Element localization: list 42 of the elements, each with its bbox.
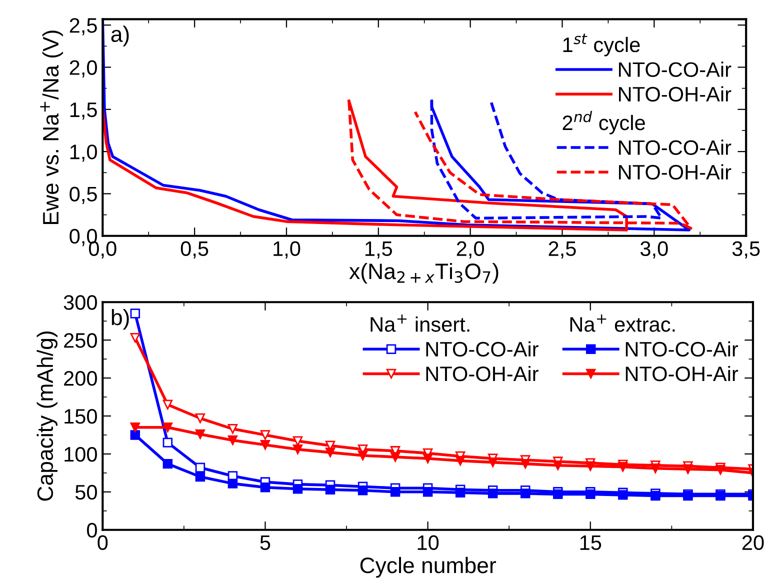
x-axis-title: x(Na$_{2+x}$Ti$_{3}$O$_{7}$) — [349, 262, 498, 284]
x-tick-label: 0,5 — [180, 241, 208, 259]
annotation: b) — [112, 308, 129, 330]
y-tick-label: 1,5 — [70, 102, 97, 120]
y-tick-label: 0 — [87, 522, 97, 538]
y-tick-label: 2,5 — [70, 18, 97, 36]
x-tick-label: 10 — [418, 535, 439, 550]
legend-label: NTO-OH-Air — [626, 366, 738, 382]
y-tick-label: 2,0 — [70, 60, 97, 78]
annotation: a) — [111, 26, 129, 46]
x-tick-label: 3,0 — [640, 241, 668, 259]
annotation: Na$^{+}$ insert. — [370, 314, 470, 332]
x-tick-label: 2,0 — [456, 241, 484, 259]
x-tick-label: 5 — [260, 536, 270, 550]
y-axis-title: Capacity (mAh/g) — [36, 332, 58, 501]
y-tick-label: 300 — [64, 295, 97, 310]
annotation: 1$^{st}$ cycle — [563, 34, 640, 56]
y-tick-label: 150 — [64, 408, 97, 424]
legend-label: NTO-CO-Air — [619, 62, 732, 77]
x-tick-label: 3,5 — [732, 241, 760, 259]
x-tick-label: 2,5 — [548, 241, 576, 259]
legend-label: NTO-CO-Air — [426, 341, 538, 357]
x-tick-label: 20 — [742, 535, 764, 550]
x-tick-label: 0 — [98, 535, 108, 550]
x-axis-title: Cycle number — [360, 556, 496, 578]
legend-label: NTO-OH-Air — [619, 164, 732, 180]
y-tick-label: 1,0 — [70, 144, 97, 162]
y-tick-label: 50 — [75, 484, 97, 500]
y-axis-title: Ewe vs. Na$^{+}$/Na (V) — [40, 30, 64, 224]
legend-label: NTO-CO-Air — [626, 341, 738, 357]
legend-label: NTO-OH-Air — [619, 86, 732, 102]
y-tick-label: 0,5 — [70, 186, 97, 204]
annotation: 2$^{nd}$ cycle — [562, 110, 645, 134]
x-tick-label: 1,5 — [366, 242, 392, 259]
y-tick-label: 250 — [64, 333, 97, 348]
y-tick-label: 100 — [64, 446, 97, 462]
x-tick-label: 1,0 — [274, 241, 300, 259]
y-tick-label: 200 — [64, 371, 97, 386]
legend-label: NTO-CO-Air — [619, 140, 732, 155]
legend-label: NTO-OH-Air — [426, 366, 538, 382]
x-tick-label: 15 — [580, 536, 602, 550]
annotation: Na$^{+}$ extrac. — [570, 314, 675, 332]
